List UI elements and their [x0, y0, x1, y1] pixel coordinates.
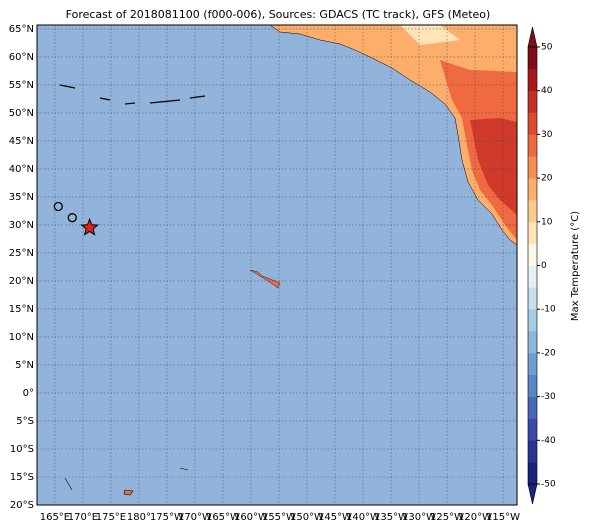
y-tick-label: 5°N — [15, 360, 34, 371]
colorbar-segment — [528, 47, 537, 70]
colorbar-tick-label: 40 — [541, 86, 553, 96]
colorbar-segment — [528, 462, 537, 485]
colorbar-tick-label: 0 — [541, 261, 547, 271]
x-tick-label: 175°W — [150, 512, 184, 523]
x-tick-label: 160°W — [234, 512, 268, 523]
y-tick-label: 40°N — [9, 164, 34, 175]
y-tick-label: 20°N — [9, 276, 34, 287]
colorbar-segment — [528, 199, 537, 223]
colorbar-tick-label: -50 — [541, 480, 556, 490]
x-tick-label: 130°W — [402, 512, 436, 523]
x-tick-label: 170°W — [178, 512, 212, 523]
x-tick-label: 135°W — [374, 512, 408, 523]
colorbar-segment — [528, 418, 537, 441]
x-tick-label: 150°W — [290, 512, 324, 523]
y-tick-label: 20°S — [10, 500, 34, 511]
x-tick-label: 170°E — [68, 512, 98, 523]
y-tick-label: 65°N — [9, 24, 34, 35]
map-title: Forecast of 2018081100 (f000-006), Sourc… — [66, 8, 491, 21]
y-tick-label: 30°N — [9, 220, 34, 231]
colorbar-segment — [528, 396, 537, 419]
south-islands — [64, 467, 189, 496]
land — [59, 25, 517, 496]
y-tick-label: 45°N — [9, 136, 34, 147]
current-position — [80, 217, 100, 236]
aleutians — [59, 84, 206, 105]
colorbar-arrow-top — [527, 26, 538, 48]
x-tick-label: 165°E — [40, 512, 70, 523]
x-tick-label: 115°W — [486, 512, 520, 523]
colorbar-segment — [528, 374, 537, 397]
colorbar-segment — [528, 112, 537, 135]
track-point — [53, 201, 63, 212]
colorbar-tick-label: -20 — [541, 348, 556, 358]
x-tick-label: 175°E — [96, 512, 126, 523]
colorbar-arrow-bottom — [527, 483, 538, 505]
y-tick-label: 5°S — [16, 416, 34, 427]
colorbar-segment — [528, 440, 537, 463]
colorbar-segment — [528, 178, 537, 201]
colorbar-segment — [528, 287, 537, 310]
y-tick-label: 50°N — [9, 108, 34, 119]
y-tick-label: 60°N — [9, 52, 34, 63]
colorbar-segment — [528, 90, 537, 113]
colorbar-tick-label: -30 — [541, 392, 556, 402]
colorbar-segment — [528, 243, 537, 266]
x-tick-label: 155°W — [262, 512, 296, 523]
colorbar-label: Max Temperature (°C) — [570, 211, 581, 321]
map-frame — [36, 24, 518, 506]
y-tick-label: 15°S — [10, 472, 34, 483]
colorbar-segment — [528, 309, 537, 332]
x-tick-label: 165°W — [206, 512, 240, 523]
colorbar-tick-label: -10 — [541, 305, 556, 315]
y-tick-label: 10°S — [10, 444, 34, 455]
colorbar-segment — [528, 265, 537, 288]
y-tick-label: 35°N — [9, 192, 34, 203]
y-tick-label: 10°N — [9, 332, 34, 343]
x-tick-label: 125°W — [430, 512, 464, 523]
colorbar-tick-label: -40 — [541, 436, 556, 446]
hot-region — [470, 118, 517, 215]
x-tick-label: 180° — [127, 512, 151, 523]
colorbar-segment — [528, 134, 537, 157]
x-tick-label: 140°W — [346, 512, 380, 523]
graticule — [37, 25, 517, 506]
colorbar-segment — [528, 331, 537, 354]
y-tick-label: 0° — [23, 388, 34, 399]
colorbar-tick-label: 30 — [541, 130, 553, 140]
y-tick-label: 55°N — [9, 80, 34, 91]
colorbar-segment — [528, 352, 537, 376]
colorbar-segment — [528, 156, 537, 179]
x-tick-label: 145°W — [318, 512, 352, 523]
colorbar-tick-label: 10 — [541, 217, 553, 227]
y-tick-label: 25°N — [9, 248, 34, 259]
colorbar-segment — [528, 68, 537, 91]
y-tick-label: 15°N — [9, 304, 34, 315]
colorbar-segment — [528, 221, 537, 244]
cool-region — [400, 25, 460, 45]
colorbar-tick-label: 20 — [541, 174, 553, 184]
colorbar-tick-label: 50 — [541, 43, 553, 53]
ocean — [37, 25, 517, 505]
track-point — [67, 213, 77, 223]
x-tick-label: 120°W — [458, 512, 492, 523]
